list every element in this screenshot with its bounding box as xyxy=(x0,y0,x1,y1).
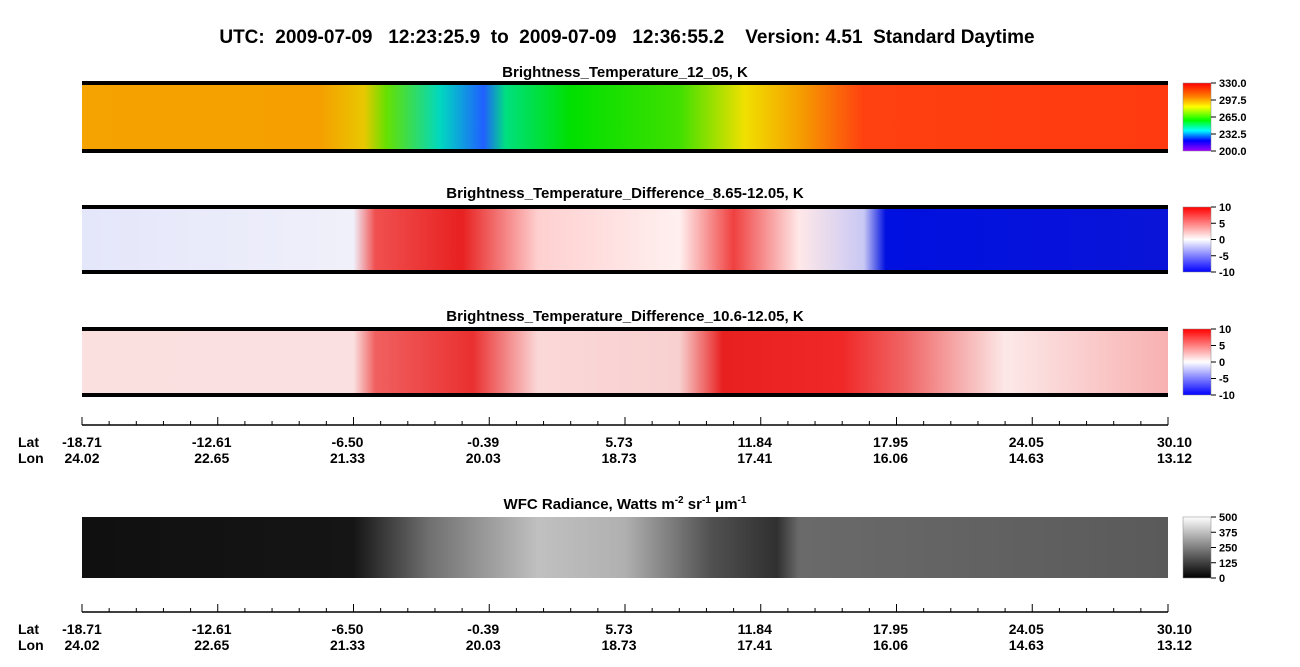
lat-tick-label: -18.71 xyxy=(62,621,102,637)
lon-tick-label: 13.12 xyxy=(1157,637,1192,653)
title-text: μm xyxy=(711,496,738,513)
title-text: sr xyxy=(684,496,703,513)
colorbar xyxy=(1182,206,1212,273)
superscript: -1 xyxy=(702,495,711,506)
lat-tick-label: -12.61 xyxy=(192,621,232,637)
swath-edge xyxy=(82,149,1168,153)
colorbar-label: 0 xyxy=(1219,573,1225,585)
lon-tick-label: 24.02 xyxy=(64,637,99,653)
lon-tick-label: 22.65 xyxy=(194,637,229,653)
lat-tick-label: 5.73 xyxy=(605,621,632,637)
lat-tick-label: 24.05 xyxy=(1009,621,1044,637)
colorbar-label: -5 xyxy=(1219,374,1229,386)
lon-tick-label: 22.65 xyxy=(194,450,229,466)
lat-tick-label: -6.50 xyxy=(332,434,364,450)
lat-tick-label: 17.95 xyxy=(873,621,908,637)
lat-tick-label: -6.50 xyxy=(332,621,364,637)
colorbar xyxy=(1182,516,1212,579)
colorbar-label: 0 xyxy=(1219,357,1225,369)
colorbar-label: 5 xyxy=(1219,218,1225,230)
swath-edge xyxy=(82,393,1168,397)
swath-edge xyxy=(82,205,1168,209)
panel-title: Brightness_Temperature_Difference_10.6-1… xyxy=(446,308,804,325)
colorbar-label: 265.0 xyxy=(1219,112,1247,124)
superscript: -2 xyxy=(675,495,684,506)
colorbar-label: 5 xyxy=(1219,341,1225,353)
lon-tick-label: 14.63 xyxy=(1009,450,1044,466)
lon-tick-label: 16.06 xyxy=(873,637,908,653)
colorbar-label: -5 xyxy=(1219,251,1229,263)
lat-tick-label: 5.73 xyxy=(605,434,632,450)
lon-tick-label: 18.73 xyxy=(601,637,636,653)
colorbar xyxy=(1182,82,1212,152)
lat-tick-label: -0.39 xyxy=(467,434,499,450)
lon-label: Lon xyxy=(18,450,44,466)
lon-tick-label: 20.03 xyxy=(466,637,501,653)
panel-title: Brightness_Temperature_Difference_8.65-1… xyxy=(446,185,804,202)
lon-tick-label: 21.33 xyxy=(330,637,365,653)
colorbar-label: -10 xyxy=(1219,390,1235,402)
title-text: WFC Radiance, Watts m xyxy=(504,496,675,513)
swath-edge xyxy=(82,327,1168,331)
lon-tick-label: 16.06 xyxy=(873,450,908,466)
lon-tick-label: 17.41 xyxy=(737,450,772,466)
lat-tick-label: -18.71 xyxy=(62,434,102,450)
swath-image xyxy=(82,207,1168,272)
swath-image xyxy=(82,517,1168,578)
lat-tick-label: -12.61 xyxy=(192,434,232,450)
colorbar-label: 232.5 xyxy=(1219,129,1247,141)
colorbar-label: 375 xyxy=(1219,527,1237,539)
lat-tick-label: 11.84 xyxy=(738,434,772,450)
colorbar xyxy=(1182,328,1212,396)
lat-tick-label: 17.95 xyxy=(873,434,908,450)
lon-tick-label: 21.33 xyxy=(330,450,365,466)
lon-tick-label: 17.41 xyxy=(737,637,772,653)
swath-image xyxy=(82,83,1168,151)
lat-tick-label: 24.05 xyxy=(1009,434,1044,450)
lon-label: Lon xyxy=(18,637,44,653)
colorbar-label: 125 xyxy=(1219,558,1237,570)
swath-image xyxy=(82,329,1168,395)
lat-label: Lat xyxy=(18,434,39,450)
colorbar-label: 250 xyxy=(1219,543,1237,555)
colorbar-label: 200.0 xyxy=(1219,146,1247,158)
lon-tick-label: 14.63 xyxy=(1009,637,1044,653)
colorbar-label: 10 xyxy=(1219,202,1231,214)
lat-tick-label: 30.10 xyxy=(1157,621,1192,637)
colorbar-label: 297.5 xyxy=(1219,95,1247,107)
lat-tick-label: 30.10 xyxy=(1157,434,1192,450)
lon-tick-label: 18.73 xyxy=(601,450,636,466)
colorbar-label: -10 xyxy=(1219,267,1235,279)
lon-tick-label: 20.03 xyxy=(466,450,501,466)
lon-tick-label: 13.12 xyxy=(1157,450,1192,466)
swath-edge xyxy=(82,270,1168,274)
lon-tick-label: 24.02 xyxy=(64,450,99,466)
colorbar-label: 0 xyxy=(1219,235,1225,247)
page-title: UTC: 2009-07-09 12:23:25.9 to 2009-07-09… xyxy=(219,27,1034,48)
lat-tick-label: -0.39 xyxy=(467,621,499,637)
colorbar-label: 10 xyxy=(1219,324,1231,336)
swath-edge xyxy=(82,81,1168,85)
lat-tick-label: 11.84 xyxy=(738,621,772,637)
colorbar-label: 330.0 xyxy=(1219,78,1247,90)
panel-title: Brightness_Temperature_12_05, K xyxy=(502,64,748,81)
lat-label: Lat xyxy=(18,621,39,637)
superscript: -1 xyxy=(738,495,747,506)
colorbar-label: 500 xyxy=(1219,512,1237,524)
panel-title: WFC Radiance, Watts m-2 sr-1 μm-1 xyxy=(504,495,747,513)
